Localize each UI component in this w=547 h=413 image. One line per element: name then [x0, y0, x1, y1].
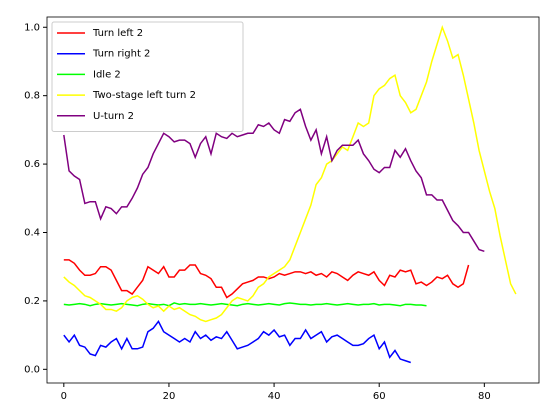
y-tick-label: 0.2 [24, 296, 40, 307]
line-series [63, 108, 485, 253]
legend-label: U-turn 2 [93, 111, 134, 122]
x-tick-label: 0 [61, 391, 67, 402]
line-series [63, 302, 427, 307]
legend-label: Two-stage left turn 2 [92, 90, 196, 101]
x-tick-label: 40 [268, 391, 281, 402]
legend-box [51, 21, 244, 132]
x-tick-label: 80 [478, 391, 491, 402]
legend: Turn left 2 Turn right 2 Idle 2 Two-stage l… [51, 21, 244, 132]
y-tick-label: 0.4 [24, 227, 40, 238]
legend-label: Turn right 2 [92, 49, 150, 60]
line-series [63, 259, 470, 299]
y-tick-label: 1.0 [24, 22, 40, 33]
y-tick-label: 0.0 [24, 364, 40, 375]
x-tick-label: 20 [163, 391, 176, 402]
y-tick-label: 0.6 [24, 159, 40, 170]
legend-label: Turn left 2 [92, 28, 143, 39]
x-tick-label: 60 [373, 391, 386, 402]
line-series [63, 24, 517, 323]
legend-label: Idle 2 [93, 69, 121, 80]
y-tick-label: 0.8 [24, 91, 40, 102]
line-series [63, 320, 411, 364]
plot-frame [46, 16, 540, 384]
